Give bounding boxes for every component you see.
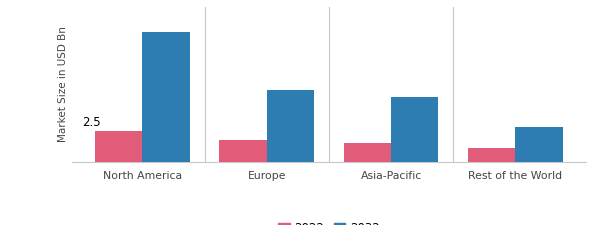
Bar [267,90,314,162]
Bar [468,148,515,162]
Bar [219,140,267,162]
Bar [344,143,391,162]
Text: 2.5: 2.5 [82,116,100,129]
Bar [142,32,190,162]
Y-axis label: Market Size in USD Bn: Market Size in USD Bn [57,27,68,142]
Bar [391,97,438,162]
Bar [515,127,563,162]
Legend: 2022, 2032: 2022, 2032 [273,218,385,225]
Bar [95,131,142,162]
